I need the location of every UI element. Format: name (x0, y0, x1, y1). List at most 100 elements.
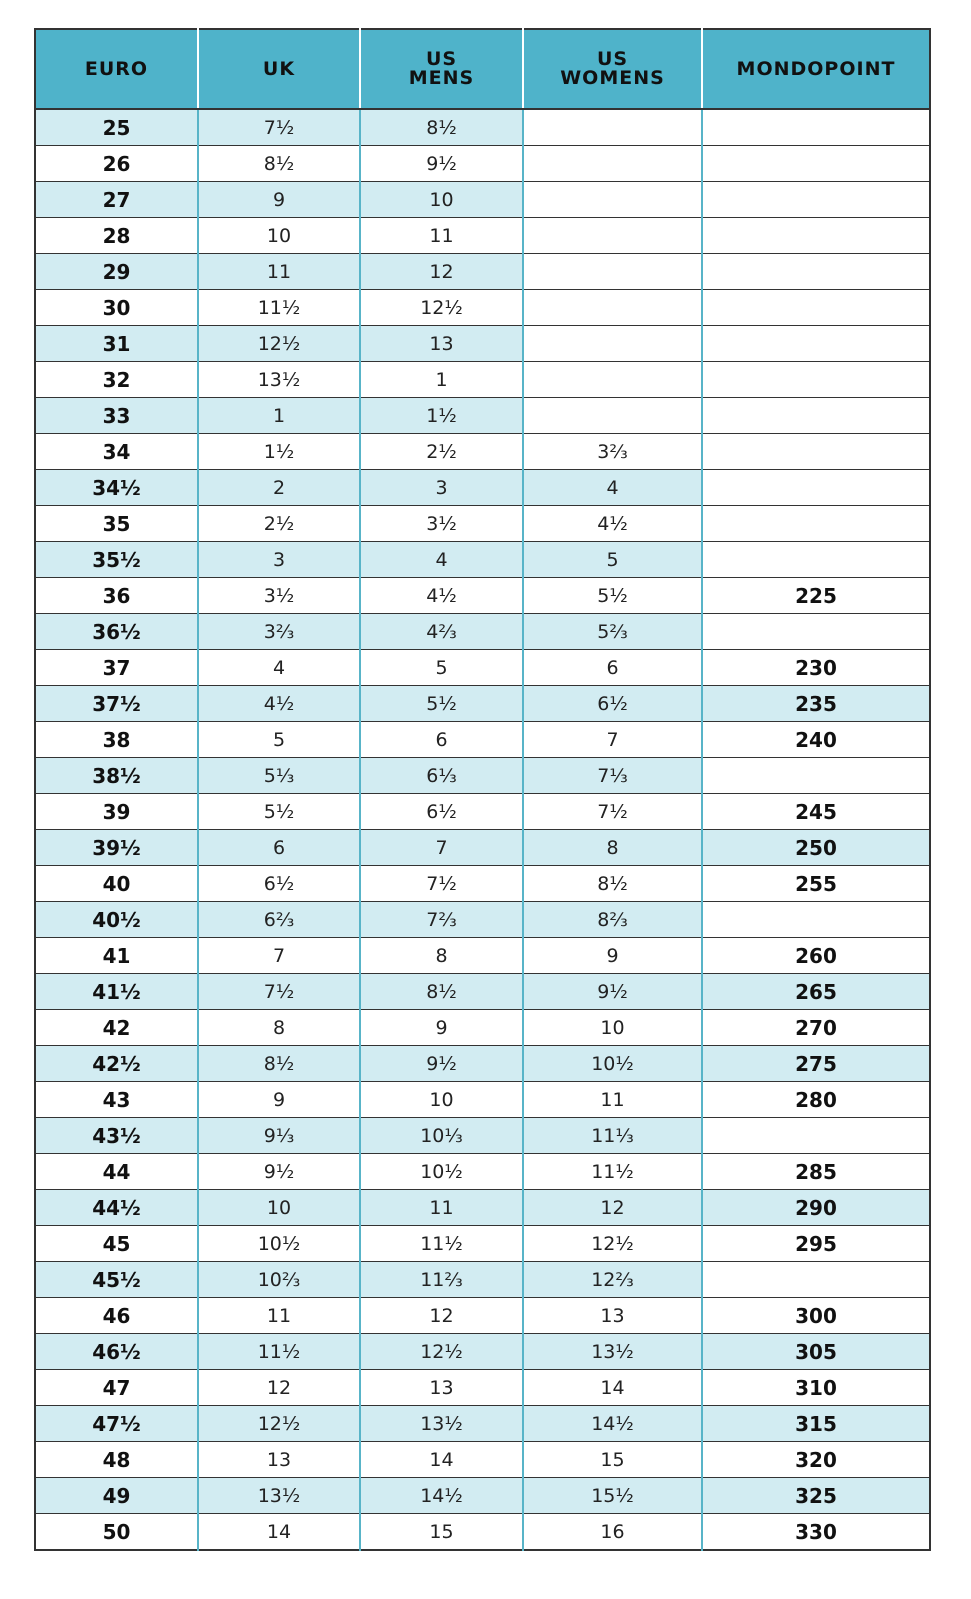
table-cell: 7⅓ (522, 757, 702, 794)
table-cell: 11½ (197, 1333, 360, 1370)
table-row: 32 13½ 1 (35, 361, 930, 398)
table-row: 38½ 5⅓ 6⅓ 7⅓ (35, 757, 930, 794)
table-cell: 32 (35, 361, 198, 398)
table-cell: 10 (359, 1081, 523, 1118)
table-cell: 1 (197, 397, 360, 434)
table-row: 49 13½ 14½ 15½ 325 (35, 1477, 930, 1514)
table-cell: 43 (35, 1081, 198, 1118)
table-cell: 2½ (197, 505, 360, 542)
table-cell: 285 (701, 1153, 930, 1190)
table-cell: 49 (35, 1477, 198, 1514)
table-cell (522, 289, 702, 326)
table-cell: 12½ (522, 1225, 702, 1262)
table-cell: 10½ (359, 1153, 523, 1190)
table-cell: 16 (522, 1513, 702, 1550)
table-cell: 315 (701, 1405, 930, 1442)
table-cell: 4½ (522, 505, 702, 542)
table-cell: 12½ (197, 325, 360, 362)
table-cell: 7 (359, 829, 523, 866)
table-cell: 36½ (35, 613, 198, 650)
table-cell: 26 (35, 145, 198, 182)
table-cell: 41 (35, 937, 198, 974)
table-cell: 15 (522, 1441, 702, 1478)
table-cell: 11½ (522, 1153, 702, 1190)
table-cell: 270 (701, 1009, 930, 1046)
table-row: 35½ 3 4 5 (35, 541, 930, 578)
table-cell: 4½ (197, 685, 360, 722)
table-cell: 13 (197, 1441, 360, 1478)
table-cell: 280 (701, 1081, 930, 1118)
table-cell: 6½ (359, 793, 523, 830)
table-cell: 35 (35, 505, 198, 542)
table-row: 36 3½ 4½ 5½ 225 (35, 577, 930, 614)
table-cell: 10 (197, 1189, 360, 1226)
table-row: 39½ 6 7 8 250 (35, 829, 930, 866)
table-cell: 5½ (197, 793, 360, 830)
table-cell: 245 (701, 793, 930, 830)
table-cell: 37½ (35, 685, 198, 722)
table-cell: 36 (35, 577, 198, 614)
table-row: 43 9 10 11 280 (35, 1081, 930, 1118)
table-cell: 34 (35, 433, 198, 470)
table-cell: 14 (359, 1441, 523, 1478)
table-cell: 11 (522, 1081, 702, 1118)
table-cell: 8½ (359, 108, 523, 146)
table-cell: 3 (197, 541, 360, 578)
table-cell: 10 (197, 217, 360, 254)
table-cell: 275 (701, 1045, 930, 1082)
table-row: 39 5½ 6½ 7½ 245 (35, 793, 930, 830)
table-row: 37 4 5 6 230 (35, 649, 930, 686)
table-cell: 10 (359, 181, 523, 218)
table-cell: 3⅔ (522, 433, 702, 470)
table-cell: 14½ (359, 1477, 523, 1514)
table-cell: 31 (35, 325, 198, 362)
table-cell: 7½ (197, 108, 360, 146)
header-cell: UK (197, 29, 360, 110)
table-cell: 1½ (359, 397, 523, 434)
table-cell: 2½ (359, 433, 523, 470)
table-cell: 39 (35, 793, 198, 830)
table-cell: 300 (701, 1297, 930, 1334)
table-cell: 3½ (197, 577, 360, 614)
table-cell: 8 (359, 937, 523, 974)
table-cell: 7 (197, 937, 360, 974)
table-cell (701, 1117, 930, 1154)
table-cell: 5 (522, 541, 702, 578)
table-row: 46½ 11½ 12½ 13½ 305 (35, 1333, 930, 1370)
table-cell: 310 (701, 1369, 930, 1406)
table-cell: 14½ (522, 1405, 702, 1442)
table-cell: 25 (35, 108, 198, 146)
table-cell (522, 108, 702, 146)
table-cell: 28 (35, 217, 198, 254)
table-cell: 6 (359, 721, 523, 758)
table-cell (701, 757, 930, 794)
table-cell: 13½ (359, 1405, 523, 1442)
table-row: 25 7½ 8½ (35, 108, 930, 146)
table-cell: 7 (522, 721, 702, 758)
table-cell (701, 108, 930, 146)
table-cell: 4⅔ (359, 613, 523, 650)
table-cell: 4 (522, 469, 702, 506)
table-cell: 10⅓ (359, 1117, 523, 1154)
table-cell: 38 (35, 721, 198, 758)
table-cell: 39½ (35, 829, 198, 866)
table-cell (701, 613, 930, 650)
table-cell: 10½ (197, 1225, 360, 1262)
table-cell: 5 (197, 721, 360, 758)
table-cell: 5⅔ (522, 613, 702, 650)
table-cell: 1½ (197, 433, 360, 470)
table-cell: 15½ (522, 1477, 702, 1514)
table-cell: 12½ (197, 1405, 360, 1442)
table-cell: 13 (359, 325, 523, 362)
table-row: 33 1 1½ (35, 397, 930, 434)
table-cell: 11⅔ (359, 1261, 523, 1298)
table-cell: 3⅔ (197, 613, 360, 650)
table-cell: 43½ (35, 1117, 198, 1154)
table-cell: 42 (35, 1009, 198, 1046)
table-cell: 7½ (197, 973, 360, 1010)
table-cell: 12⅔ (522, 1261, 702, 1298)
table-cell: 12 (197, 1369, 360, 1406)
table-row: 48 13 14 15 320 (35, 1441, 930, 1478)
table-cell (522, 181, 702, 218)
header-cell: US WOMENS (522, 29, 702, 110)
